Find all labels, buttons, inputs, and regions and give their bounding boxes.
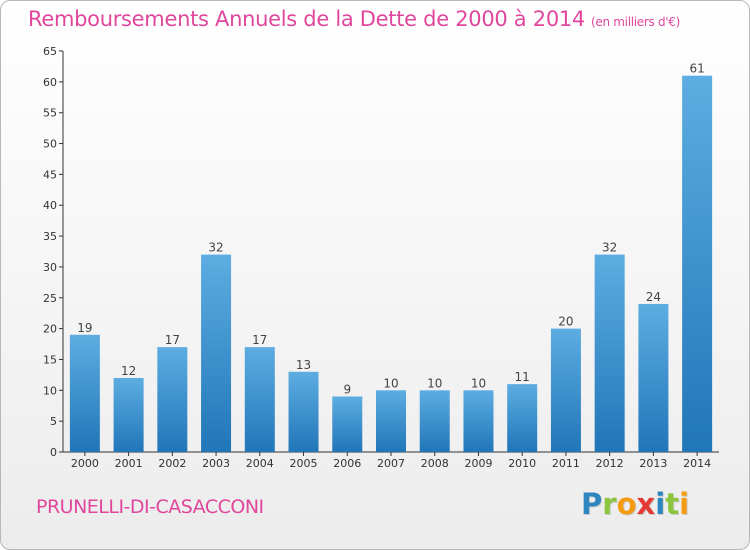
x-tick-label: 2009 <box>464 457 492 470</box>
y-tick-label: 15 <box>43 353 57 366</box>
bar-2008 <box>419 390 450 452</box>
y-tick-label: 10 <box>43 384 57 397</box>
x-tick-label: 2001 <box>115 457 143 470</box>
data-label: 17 <box>165 333 180 347</box>
bar-2013 <box>638 303 669 452</box>
data-label: 10 <box>471 376 486 390</box>
y-axis: 0 5 10 15 20 25 30 35 40 45 50 55 60 65 <box>43 45 64 459</box>
y-tick-label: 5 <box>50 415 57 428</box>
bar-2003 <box>201 254 232 452</box>
y-tick-label: 50 <box>43 138 57 151</box>
logo-letter: i <box>679 487 690 521</box>
bar-2012 <box>594 254 625 452</box>
bar-2000 <box>69 334 100 452</box>
bar-2010 <box>507 384 538 452</box>
x-tick-label: 2013 <box>639 457 667 470</box>
logo-letter: o <box>616 487 637 521</box>
bar-2004 <box>244 347 275 452</box>
y-tick-label: 0 <box>50 446 57 459</box>
x-tick-label: 2011 <box>552 457 580 470</box>
y-tick-label: 40 <box>43 199 57 212</box>
x-tick-label: 2008 <box>421 457 449 470</box>
x-tick-label: 2012 <box>596 457 624 470</box>
bar-2011 <box>550 328 581 452</box>
y-tick-label: 55 <box>43 107 57 120</box>
data-labels: 19 12 17 32 17 13 9 10 10 10 11 20 32 24 61 <box>77 62 705 397</box>
data-label: 32 <box>602 241 617 255</box>
y-tick-label: 35 <box>43 230 57 243</box>
x-tick-label: 2005 <box>290 457 318 470</box>
y-tick-label: 25 <box>43 292 57 305</box>
data-label: 17 <box>252 333 267 347</box>
logo-letter: r <box>602 487 617 521</box>
data-label: 19 <box>77 321 92 335</box>
x-tick-label: 2010 <box>508 457 536 470</box>
data-label: 13 <box>296 358 311 372</box>
x-tick-label: 2007 <box>377 457 405 470</box>
data-label: 10 <box>427 376 442 390</box>
data-label: 12 <box>121 364 136 378</box>
data-label: 10 <box>383 376 398 390</box>
logo-letter: i <box>655 487 666 521</box>
bar-2009 <box>463 390 494 452</box>
y-tick-label: 65 <box>43 45 57 58</box>
bar-2014 <box>682 75 713 452</box>
chart-unit: (en milliers d'€) <box>591 15 681 29</box>
x-tick-label: 2000 <box>71 457 99 470</box>
y-tick-label: 30 <box>43 261 57 274</box>
commune-name: PRUNELLI-DI-CASACCONI <box>36 496 264 518</box>
logo-letter: P <box>581 487 603 521</box>
bar-2001 <box>113 377 144 452</box>
proxiti-logo[interactable]: Proxiti <box>581 487 689 521</box>
bar-2007 <box>376 390 406 452</box>
x-tick-label: 2004 <box>246 457 274 470</box>
data-label: 24 <box>646 290 661 304</box>
y-tick-label: 20 <box>43 323 57 336</box>
logo-letter: t <box>665 487 680 521</box>
data-label: 9 <box>343 382 351 396</box>
x-axis: 2000 2001 2002 2003 2004 2005 2006 2007 2008 2009… <box>63 451 719 470</box>
bar-2005 <box>288 371 319 452</box>
y-tick-label: 60 <box>43 76 57 89</box>
x-tick-label: 2014 <box>683 457 711 470</box>
y-tick-label: 45 <box>43 168 57 181</box>
bars <box>69 75 713 452</box>
data-label: 61 <box>689 62 704 76</box>
data-label: 20 <box>558 315 573 329</box>
chart-title-text: Remboursements Annuels de la Dette de 20… <box>28 7 585 31</box>
bar-2006 <box>332 396 363 452</box>
logo-letter: x <box>636 487 656 521</box>
x-tick-label: 2006 <box>333 457 361 470</box>
data-label: 32 <box>208 241 223 255</box>
chart-title: Remboursements Annuels de la Dette de 20… <box>28 7 680 31</box>
bar-2002 <box>157 347 188 452</box>
x-tick-label: 2002 <box>158 457 186 470</box>
x-tick-label: 2003 <box>202 457 230 470</box>
data-label: 11 <box>515 370 530 384</box>
